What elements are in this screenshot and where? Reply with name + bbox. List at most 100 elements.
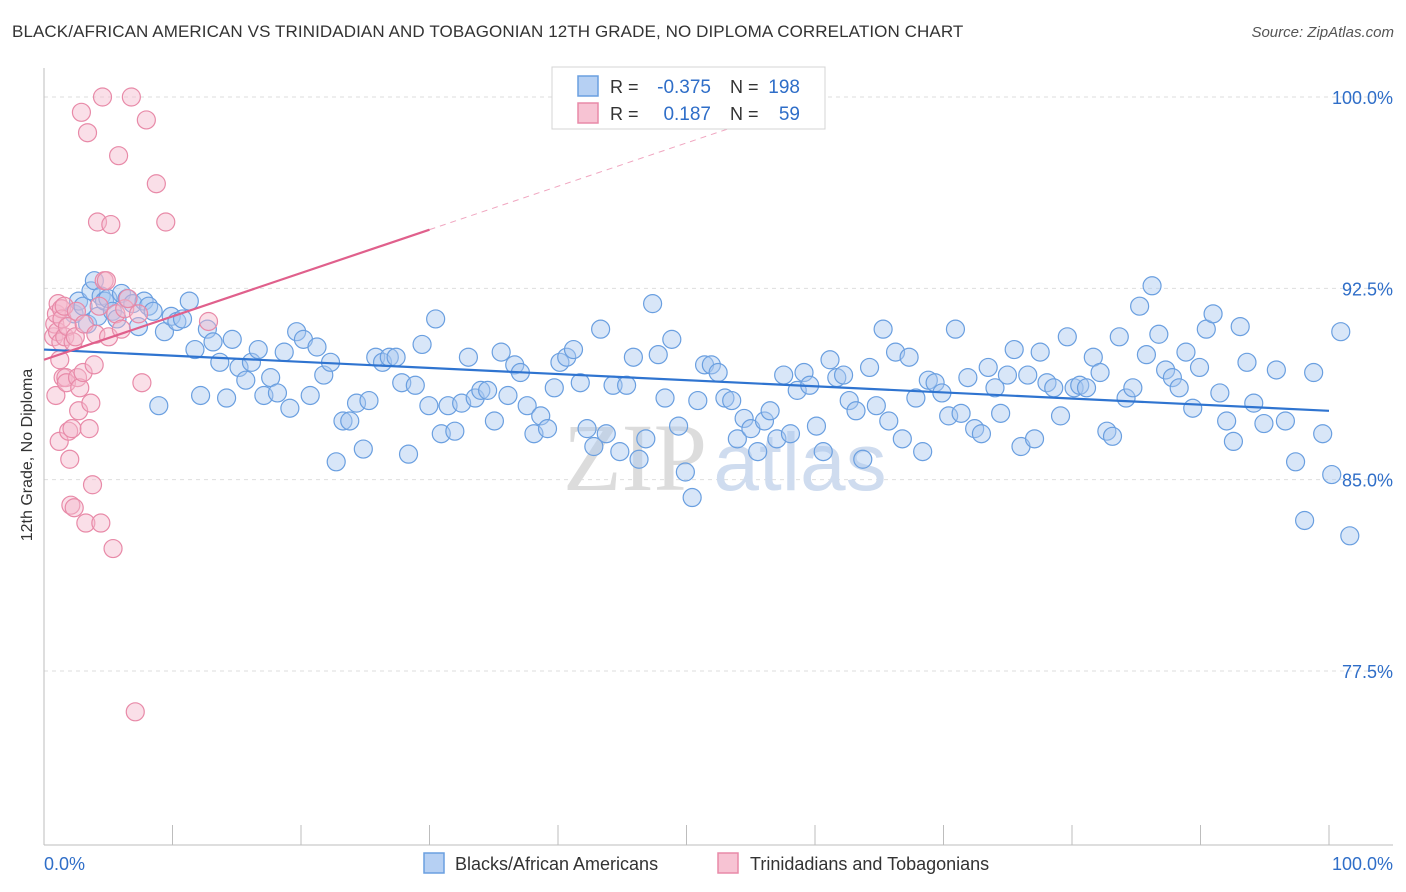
blacks-point-148 [991, 403, 1011, 423]
blacks-point-189 [1275, 411, 1296, 431]
blacks-point-38 [267, 383, 288, 403]
blacks-point-154 [1030, 342, 1050, 362]
blacks-point-73 [498, 385, 518, 406]
blacks-point-115 [774, 365, 794, 385]
blacks-point-196 [1340, 526, 1360, 546]
blacks-point-40 [280, 398, 300, 418]
blacks-point-96 [648, 345, 668, 365]
blacks-point-112 [754, 411, 775, 431]
blacks-point-127 [853, 449, 873, 469]
trinidadians-point-32 [77, 123, 98, 143]
blacks-point-50 [346, 393, 367, 413]
series-blacks-points [64, 271, 1360, 546]
trend-lines [43, 99, 1330, 412]
legend-n-label-pink: N = [730, 104, 759, 124]
trinidadians-point-47 [106, 304, 126, 324]
trinidadians-point-28 [71, 102, 92, 122]
blacks-point-182 [1217, 411, 1237, 431]
blacks-point-82 [557, 347, 577, 367]
blacks-point-26 [191, 385, 211, 406]
blacks-point-152 [1018, 365, 1038, 385]
blacks-point-130 [873, 319, 893, 339]
trinidadians-point-48 [108, 146, 129, 166]
blacks-point-158 [1057, 327, 1077, 347]
blacks-point-102 [688, 390, 708, 411]
legend-r-value-pink: 0.187 [663, 104, 711, 125]
blacks-point-76 [517, 396, 537, 416]
trinidadians-point-22 [64, 498, 84, 518]
blacks-point-168 [1123, 378, 1143, 398]
blacks-point-193 [1313, 424, 1333, 444]
legend-n-value-blue: 198 [768, 77, 800, 98]
blacks-point-129 [866, 396, 886, 416]
blacks-point-35 [248, 339, 268, 360]
blacks-point-91 [617, 375, 637, 395]
trinidadians-point-16 [57, 317, 78, 337]
blacks-point-28 [203, 332, 223, 352]
blacks-point-52 [359, 390, 379, 411]
y-tick-label-2: 85.0% [1342, 471, 1393, 491]
trinidadians-point-12 [54, 296, 74, 316]
blacks-point-171 [1142, 276, 1162, 296]
legend-r-label-pink: R = [610, 104, 639, 124]
trinidadians-point-34 [81, 393, 101, 413]
trinidadians-point-52 [121, 87, 141, 107]
blacks-point-146 [978, 357, 998, 378]
trinidadians-point-27 [70, 378, 90, 398]
trinidadians-point-46 [103, 538, 123, 559]
blacks-point-175 [1169, 378, 1189, 398]
blacks-point-164 [1097, 421, 1117, 441]
blacks-point-25 [185, 339, 205, 360]
blacks-point-166 [1109, 327, 1129, 347]
trinidadians-point-18 [60, 449, 80, 469]
blacks-point-95 [642, 294, 663, 314]
blacks-point-49 [340, 411, 360, 431]
blacks-point-181 [1210, 383, 1230, 403]
blacks-point-59 [405, 375, 425, 395]
blacks-point-184 [1230, 317, 1250, 337]
trend-line-trinidadians-extension [429, 99, 816, 231]
trend-line-trinidadians [43, 228, 430, 361]
trinidadians-point-17 [59, 421, 79, 441]
blacks-point-41 [287, 322, 307, 342]
trinidadians-point-29 [73, 362, 93, 383]
blacks-point-99 [668, 416, 689, 436]
trinidadians-point-19 [61, 495, 81, 515]
blacks-point-194 [1322, 464, 1342, 485]
blacks-point-173 [1156, 360, 1176, 380]
blacks-point-84 [570, 373, 590, 393]
y-axis-label: 12th Grade, No Diploma [19, 369, 36, 542]
blacks-point-140 [939, 406, 959, 426]
trinidadians-point-41 [92, 87, 113, 107]
blacks-point-141 [945, 319, 966, 339]
blacks-point-58 [398, 444, 419, 464]
blacks-point-8 [94, 291, 115, 311]
trinidadians-point-20 [62, 419, 82, 439]
blacks-point-83 [563, 339, 584, 360]
y-tick-label-3: 77.5% [1342, 662, 1393, 682]
blacks-point-69 [471, 380, 491, 400]
blacks-point-93 [629, 449, 649, 469]
blacks-point-27 [197, 319, 217, 339]
trend-line-blacks [43, 348, 1330, 412]
blacks-point-149 [997, 365, 1018, 385]
blacks-point-116 [780, 424, 801, 444]
blacks-point-72 [491, 342, 511, 362]
blacks-point-186 [1244, 393, 1264, 413]
blacks-point-108 [727, 429, 747, 449]
blacks-point-107 [722, 390, 742, 411]
blacks-point-94 [636, 429, 656, 449]
blacks-point-170 [1136, 345, 1157, 365]
blacks-point-101 [682, 487, 702, 508]
blacks-point-61 [419, 396, 439, 416]
chart-title: BLACK/AFRICAN AMERICAN VS TRINIDADIAN AN… [12, 22, 964, 41]
blacks-point-67 [458, 347, 479, 367]
blacks-point-142 [951, 403, 971, 423]
blacks-point-44 [307, 337, 327, 357]
trinidadians-point-40 [91, 513, 111, 533]
blacks-point-104 [701, 355, 721, 375]
blacks-point-18 [143, 301, 163, 321]
blacks-point-178 [1189, 357, 1210, 378]
trinidadians-point-36 [84, 355, 104, 375]
